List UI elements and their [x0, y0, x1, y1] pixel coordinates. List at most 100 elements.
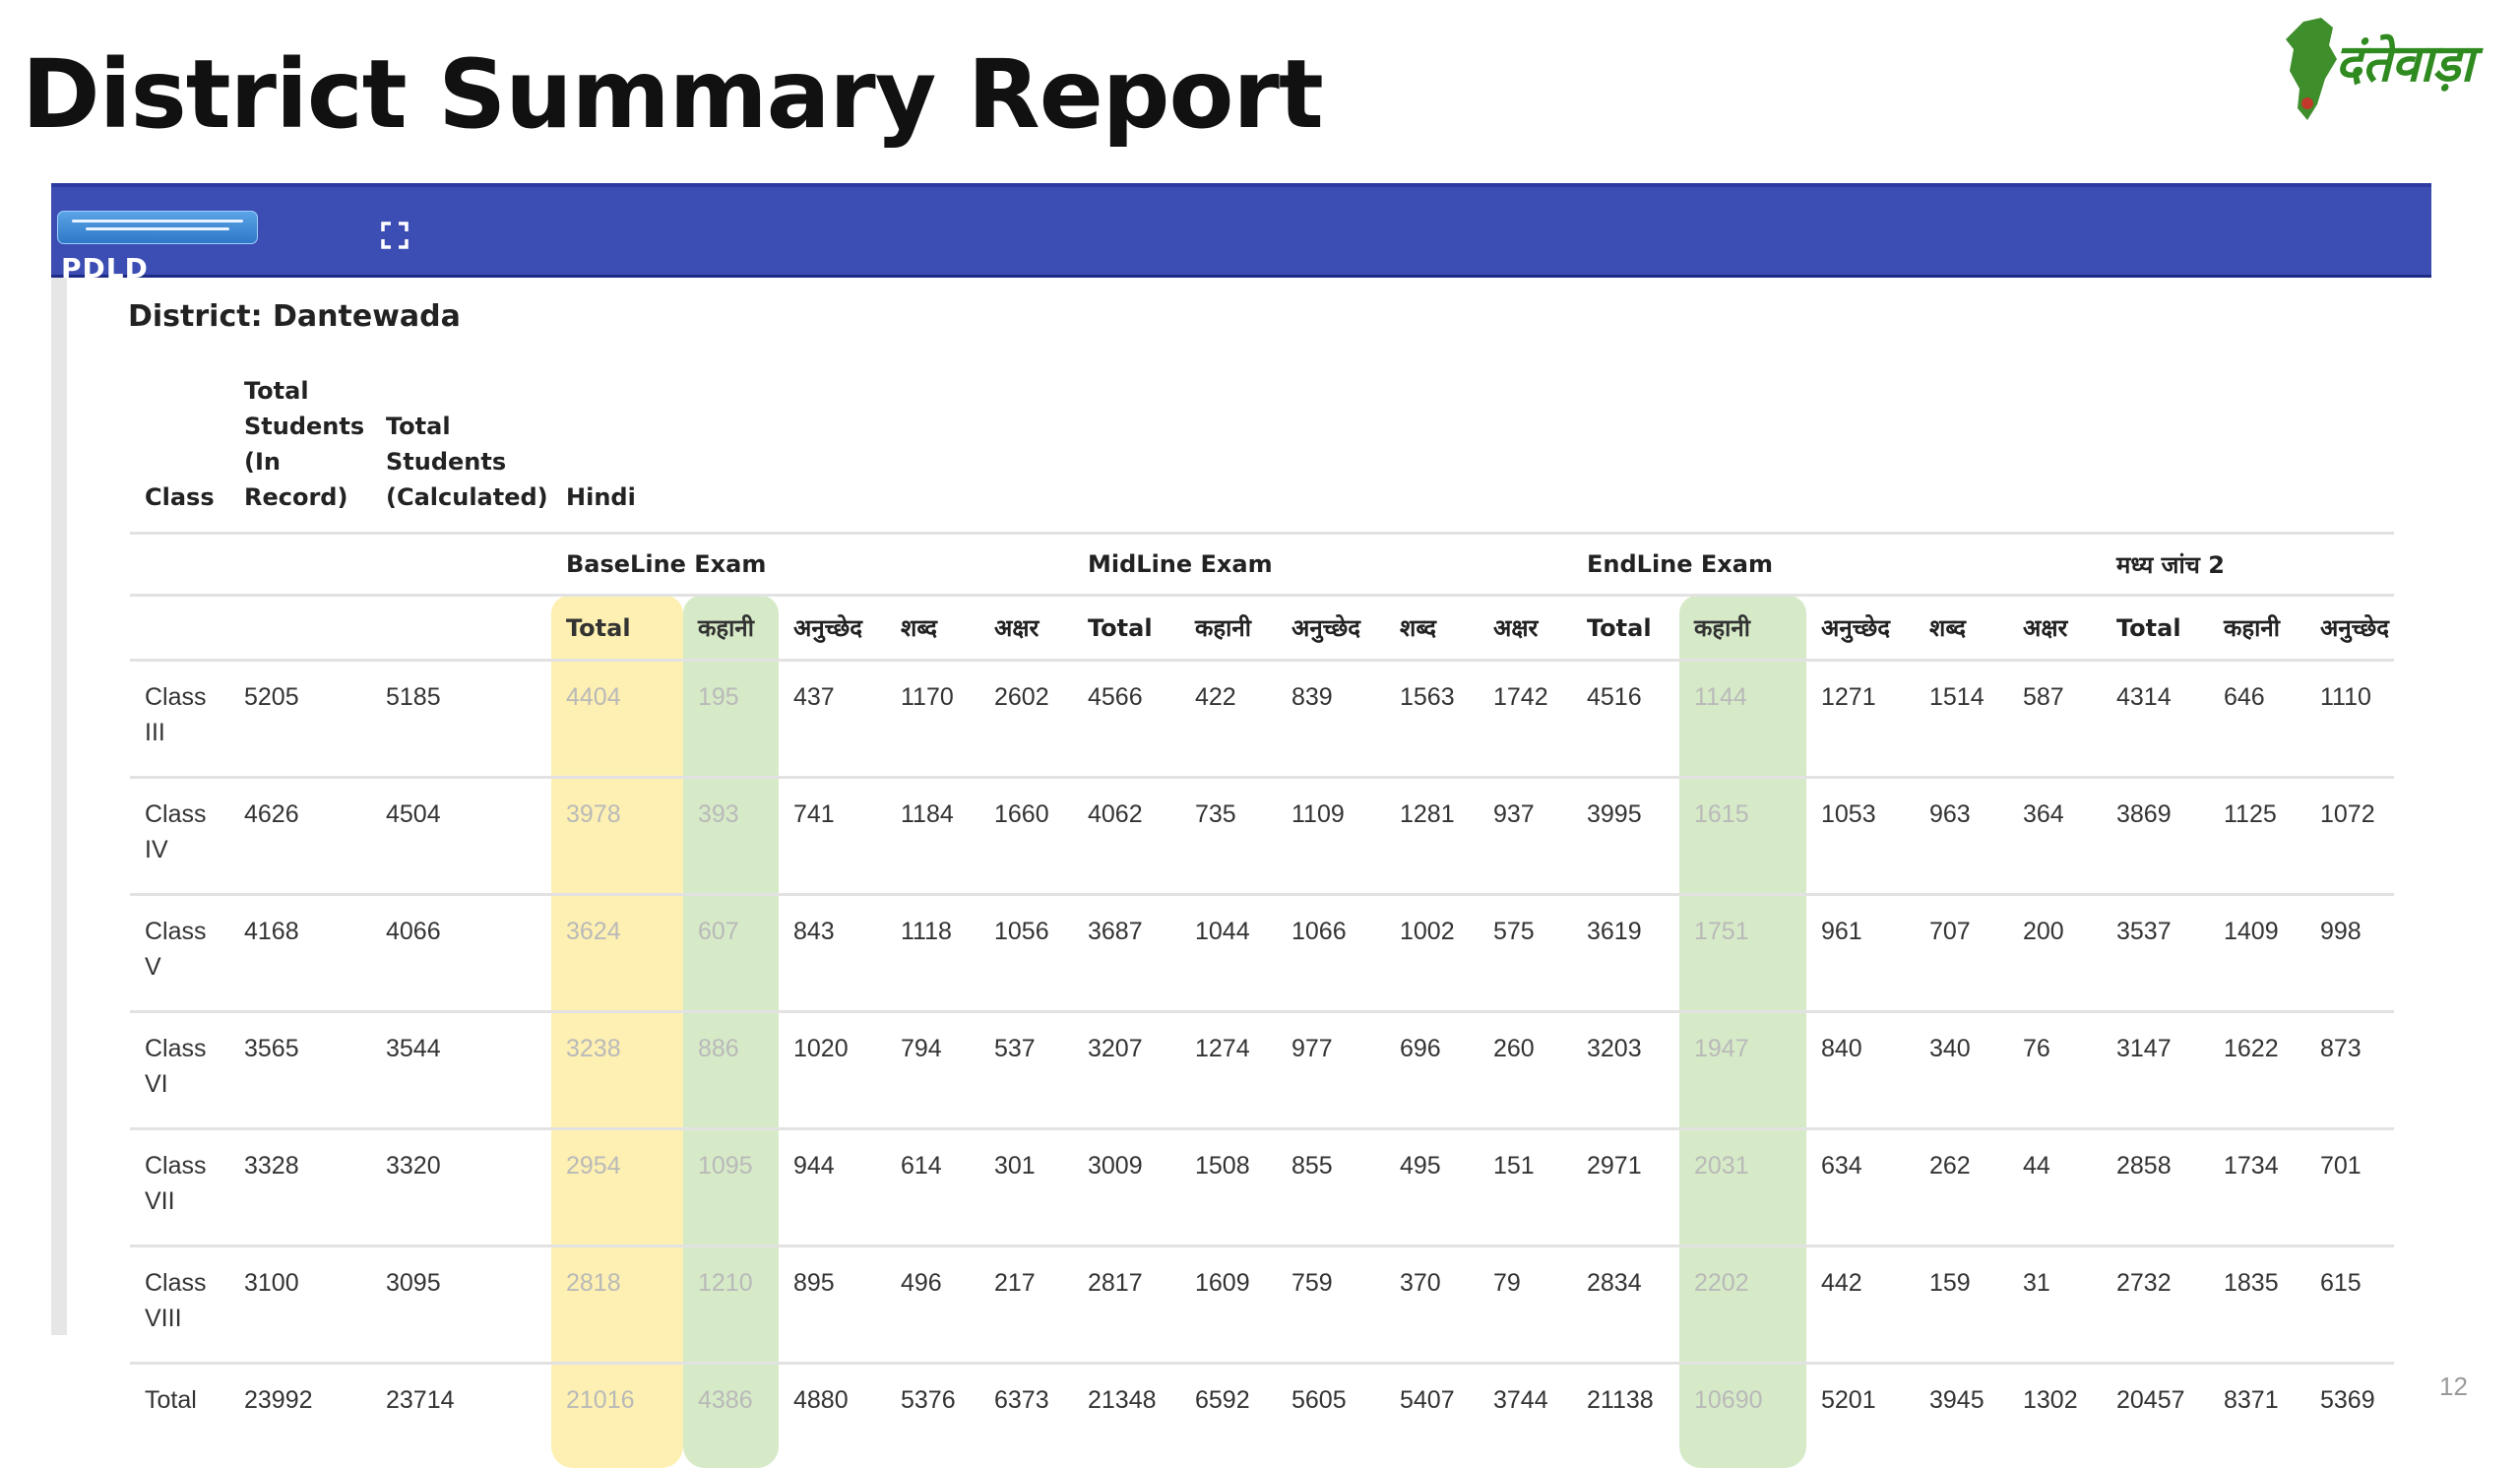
endline-exam-header: EndLine Exam	[1572, 534, 2102, 596]
table-cell: 3624	[551, 895, 683, 1012]
summary-table: Class Total Students (In Record) Total S…	[130, 370, 2394, 1468]
class-cell: Class V	[130, 895, 229, 1012]
table-cell: 31	[2008, 1246, 2102, 1364]
table-cell: 2818	[551, 1246, 683, 1364]
table-cell: 843	[779, 895, 886, 1012]
midline-exam-header: MidLine Exam	[1073, 534, 1572, 596]
table-cell: 3147	[2102, 1012, 2209, 1129]
table-cell: 3203	[1572, 1012, 1679, 1129]
table-cell: 3565	[229, 1012, 371, 1129]
table-cell: 3744	[1479, 1364, 1572, 1468]
baseline-shabd-header: शब्द	[886, 596, 979, 661]
table-cell: 537	[979, 1012, 1073, 1129]
table-cell: 4626	[229, 778, 371, 895]
mj2-anuchhed-header: अनुच्छेद	[2305, 596, 2394, 661]
table-cell: 3945	[1915, 1364, 2008, 1468]
class-cell: Class VII	[130, 1129, 229, 1246]
table-cell: 873	[2305, 1012, 2394, 1129]
midline-anuchhed-header: अनुच्छेद	[1277, 596, 1385, 661]
table-cell: 1302	[2008, 1364, 2102, 1468]
table-cell: 1508	[1180, 1129, 1277, 1246]
baseline-anuchhed-header: अनुच्छेद	[779, 596, 886, 661]
table-cell: 217	[979, 1246, 1073, 1364]
table-cell: 2834	[1572, 1246, 1679, 1364]
table-cell: 1660	[979, 778, 1073, 895]
table-cell: 200	[2008, 895, 2102, 1012]
table-cell: 886	[683, 1012, 779, 1129]
table-cell: 151	[1479, 1129, 1572, 1246]
district-map-marker	[2301, 97, 2313, 109]
table-cell: 1110	[2305, 661, 2394, 778]
table-cell: 634	[1806, 1129, 1915, 1246]
table-cell: 4566	[1073, 661, 1180, 778]
table-cell: 4404	[551, 661, 683, 778]
pdld-app-window: PDLD District: Dantewada Class Total Stu…	[51, 183, 2431, 1335]
baseline-akshar-header: अक्षर	[979, 596, 1073, 661]
table-cell: 23992	[229, 1364, 371, 1468]
baseline-total-header: Total	[551, 596, 683, 661]
table-cell: 301	[979, 1129, 1073, 1246]
district-logo-text: दंतेवाड़ा	[2335, 33, 2484, 94]
endline-shabd-header: शब्द	[1915, 596, 2008, 661]
table-cell: 2954	[551, 1129, 683, 1246]
table-cell: 839	[1277, 661, 1385, 778]
table-cell: 3320	[371, 1129, 551, 1246]
class-cell: Class VI	[130, 1012, 229, 1129]
table-cell: 3328	[229, 1129, 371, 1246]
table-cell: 1281	[1385, 778, 1479, 895]
midline-shabd-header: शब्द	[1385, 596, 1479, 661]
table-cell: 1170	[886, 661, 979, 778]
table-cell: 6373	[979, 1364, 1073, 1468]
endline-anuchhed-header: अनुच्छेद	[1806, 596, 1915, 661]
table-cell: 1751	[1679, 895, 1806, 1012]
table-cell: 1271	[1806, 661, 1915, 778]
table-cell: 1514	[1915, 661, 2008, 778]
table-cell: 21138	[1572, 1364, 1679, 1468]
app-name: PDLD	[61, 252, 149, 285]
class-header: Class	[130, 370, 229, 534]
class-cell: Class III	[130, 661, 229, 778]
table-cell: 1409	[2209, 895, 2305, 1012]
table-cell: 2971	[1572, 1129, 1679, 1246]
midline-akshar-header: अक्षर	[1479, 596, 1572, 661]
midline-total-header: Total	[1073, 596, 1180, 661]
table-cell: 1066	[1277, 895, 1385, 1012]
table-cell: 646	[2209, 661, 2305, 778]
table-cell: 364	[2008, 778, 2102, 895]
table-cell: 701	[2305, 1129, 2394, 1246]
table-cell: 2602	[979, 661, 1073, 778]
class-cell: Total	[130, 1364, 229, 1468]
table-cell: 1053	[1806, 778, 1915, 895]
mj2-total-header: Total	[2102, 596, 2209, 661]
table-cell: 1835	[2209, 1246, 2305, 1364]
table-cell: 2817	[1073, 1246, 1180, 1364]
table-cell: 422	[1180, 661, 1277, 778]
table-cell: 3095	[371, 1246, 551, 1364]
table-cell: 2202	[1679, 1246, 1806, 1364]
table-cell: 1210	[683, 1246, 779, 1364]
table-cell: 977	[1277, 1012, 1385, 1129]
hindi-banner-logo[interactable]	[57, 211, 258, 244]
table-cell: 1274	[1180, 1012, 1277, 1129]
table-cell: 607	[683, 895, 779, 1012]
table-cell: 944	[779, 1129, 886, 1246]
table-cell: 1615	[1679, 778, 1806, 895]
table-cell: 1118	[886, 895, 979, 1012]
table-cell: 4062	[1073, 778, 1180, 895]
table-cell: 76	[2008, 1012, 2102, 1129]
class-cell: Class VIII	[130, 1246, 229, 1364]
fullscreen-icon[interactable]	[379, 220, 410, 251]
table-cell: 5605	[1277, 1364, 1385, 1468]
table-cell: 262	[1915, 1129, 2008, 1246]
table-cell: 855	[1277, 1129, 1385, 1246]
table-cell: 4386	[683, 1364, 779, 1468]
table-cell: 1072	[2305, 778, 2394, 895]
madhya-janch-2-header: मध्य जांच 2	[2102, 534, 2394, 596]
total-calculated-header: Total Students (Calculated)	[371, 370, 551, 534]
table-cell: 3995	[1572, 778, 1679, 895]
table-cell: 4880	[779, 1364, 886, 1468]
table-cell: 495	[1385, 1129, 1479, 1246]
table-cell: 21348	[1073, 1364, 1180, 1468]
